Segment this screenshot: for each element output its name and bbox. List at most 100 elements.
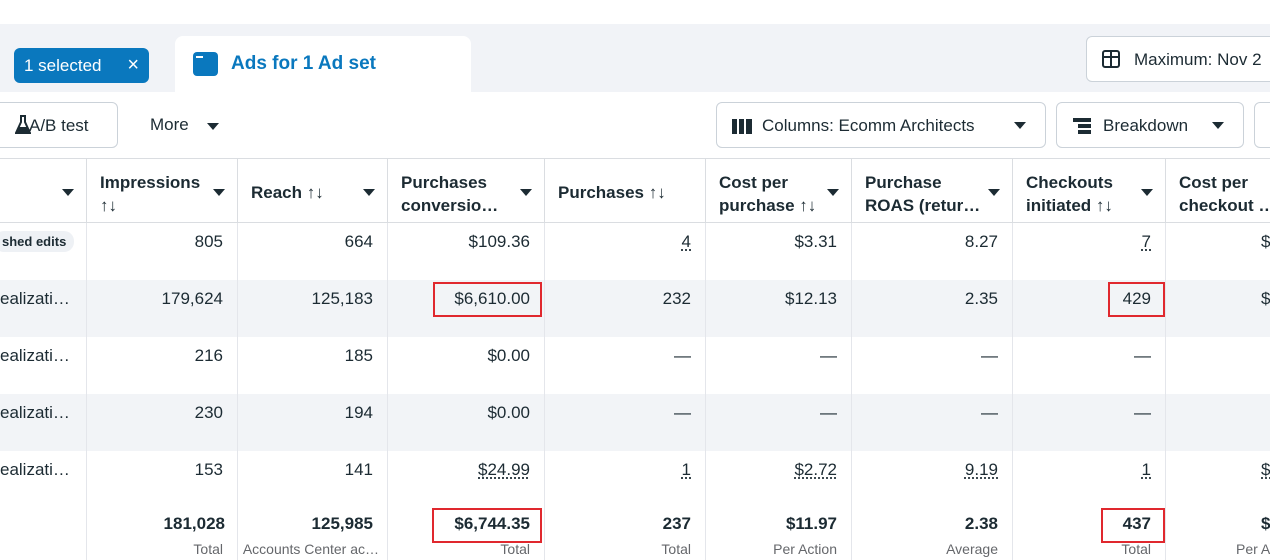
chevron-down-icon[interactable] (363, 189, 375, 196)
tab-ads-label: Ads for 1 Ad set (231, 53, 376, 74)
chevron-down-icon[interactable] (827, 189, 839, 196)
cell-reach: 664 (344, 232, 373, 251)
cell-roas: — (981, 403, 998, 422)
breakdown-button[interactable]: Breakdown (1056, 102, 1244, 148)
header-purchases-conversion[interactable]: Purchases conversio… (388, 159, 545, 223)
header-cost-per-checkout[interactable]: Cost per checkout … (1166, 159, 1270, 223)
cell-cost-per-purchase: $3.31 (794, 232, 837, 251)
date-range-label: Maximum: Nov 2 (1134, 50, 1262, 69)
row-name[interactable]: ealizati… (0, 403, 70, 422)
header-label-line2: conversio… (401, 196, 499, 215)
chevron-down-icon (207, 123, 219, 130)
header-checkouts-initiated[interactable]: Checkouts initiated ↑↓ (1013, 159, 1166, 223)
cell-reach: 141 (344, 460, 373, 479)
table-row[interactable]: ealizati… 179,624 125,183 $6,610.00 232 … (0, 280, 1270, 337)
columns-label: Columns: Ecomm Architects (762, 116, 975, 135)
cell-checkouts[interactable]: 7 (1141, 232, 1151, 251)
cell-reach: 125,183 (311, 289, 373, 308)
header-name[interactable] (0, 159, 87, 223)
top-strip (0, 0, 1270, 24)
breakdown-label: Breakdown (1103, 116, 1189, 135)
cell-reach: 194 (344, 403, 373, 422)
table-row[interactable]: ealizati… 230 194 $0.00 — — — — (0, 394, 1270, 451)
cell-purchases-value[interactable]: $24.99 (478, 460, 530, 479)
sort-icon[interactable]: ↑↓ (100, 196, 117, 215)
calendar-icon (1102, 50, 1120, 68)
total-cost-per-purchase: $11.97 (785, 514, 837, 533)
cell-cost-per-purchase: — (820, 346, 837, 365)
highlight-box (432, 508, 542, 543)
header-label: Impressions (100, 173, 201, 192)
cell-cost-per-purchase[interactable]: $2.72 (794, 460, 837, 479)
cell-purchases[interactable]: 1 (681, 460, 691, 479)
date-range-button[interactable]: Maximum: Nov 2 (1086, 36, 1270, 82)
header-label: Reach ↑↓ (251, 183, 324, 202)
chevron-down-icon[interactable] (62, 189, 74, 196)
total-label: Average (946, 541, 998, 557)
header-impressions[interactable]: Impressions ↑↓ (87, 159, 238, 223)
table-row[interactable]: shed edits 805 664 $109.36 4 $3.31 8.27 … (0, 223, 1270, 280)
total-reach: 125,985 (311, 514, 373, 533)
table-row[interactable]: ealizati… 153 141 $24.99 1 $2.72 9.19 1 … (0, 451, 1270, 508)
chevron-down-icon (1014, 122, 1026, 129)
chevron-down-icon[interactable] (213, 189, 225, 196)
header-reach[interactable]: Reach ↑↓ (238, 159, 388, 223)
chevron-down-icon[interactable] (520, 189, 532, 196)
row-name[interactable]: ealizati… (0, 289, 70, 308)
columns-button[interactable]: Columns: Ecomm Architects (716, 102, 1046, 148)
cell-roas[interactable]: 9.19 (964, 460, 998, 479)
cell-purchases: — (674, 346, 691, 365)
header-cost-per-purchase[interactable]: Cost per purchase ↑↓ (706, 159, 852, 223)
total-label: Accounts Center ac… (242, 541, 379, 557)
selected-chip[interactable]: 1 selected × (14, 48, 149, 83)
cell-checkouts: — (1134, 403, 1151, 422)
cell-purchases-value: $6,610.00 (454, 289, 530, 308)
more-button[interactable]: More (150, 115, 219, 135)
overflow-button[interactable] (1254, 102, 1270, 148)
header-label: Purchase (865, 173, 942, 192)
cell-purchases: 232 (662, 289, 691, 308)
row-name[interactable]: ealizati… (0, 346, 70, 365)
header-purchases[interactable]: Purchases ↑↓ (545, 159, 706, 223)
flask-icon (15, 115, 31, 134)
total-label: Total (1121, 541, 1151, 557)
header-label-line2: checkout … (1179, 196, 1270, 215)
highlight-box (1108, 282, 1165, 317)
cell-cost-per-purchase: $12.13 (785, 289, 837, 308)
total-label: Per A (1236, 541, 1270, 557)
cell-impressions: 179,624 (161, 289, 223, 308)
header-label: Cost per (719, 173, 788, 192)
cell-purchases-value: $109.36 (468, 232, 530, 251)
ab-test-button[interactable]: A/B test (0, 102, 118, 148)
header-label-line2: initiated ↑↓ (1026, 196, 1113, 215)
row-name: shed edits (0, 231, 75, 252)
total-label: Per Action (773, 541, 837, 557)
cell-checkouts[interactable]: 1 (1141, 460, 1151, 479)
cell-reach: 185 (344, 346, 373, 365)
total-impressions: 181,028 (163, 514, 225, 533)
row-name[interactable]: ealizati… (0, 460, 70, 479)
cell-cost-per-checkout[interactable]: $2 (1261, 460, 1270, 479)
total-cost-per-checkout: $ (1261, 514, 1270, 533)
columns-icon (732, 119, 752, 134)
header-purchase-roas[interactable]: Purchase ROAS (retur… (852, 159, 1013, 223)
cell-cost-per-purchase: — (820, 403, 837, 422)
chevron-down-icon[interactable] (988, 189, 1000, 196)
ads-table (0, 158, 1270, 159)
cell-roas: 2.35 (964, 289, 998, 308)
table-row[interactable]: ealizati… 216 185 $0.00 — — — — (0, 337, 1270, 394)
cell-roas: 8.27 (964, 232, 998, 251)
selected-chip-label: 1 selected (24, 55, 102, 75)
total-purchases-value: $6,744.35 (454, 514, 530, 533)
ad-icon (193, 52, 218, 76)
cell-purchases: — (674, 403, 691, 422)
close-icon[interactable]: × (127, 54, 139, 76)
cell-purchases-value: $0.00 (487, 403, 530, 422)
chevron-down-icon (1212, 122, 1224, 129)
chevron-down-icon[interactable] (1141, 189, 1153, 196)
more-label: More (150, 115, 189, 134)
total-label: Total (661, 541, 691, 557)
header-label: Purchases (401, 173, 487, 192)
cell-purchases[interactable]: 4 (681, 232, 691, 251)
tab-ads[interactable]: Ads for 1 Ad set (175, 36, 471, 92)
